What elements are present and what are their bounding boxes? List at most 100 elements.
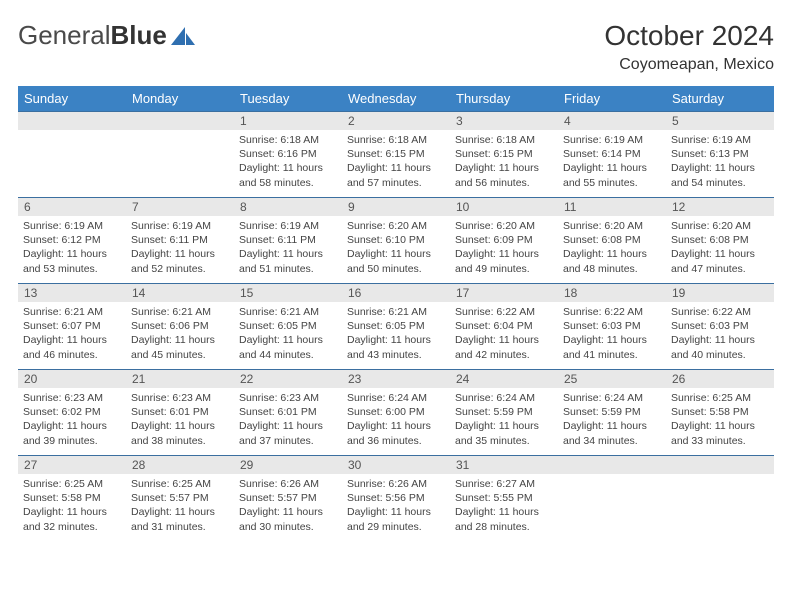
logo: GeneralBlue	[18, 20, 195, 51]
day-cell: 3Sunrise: 6:18 AMSunset: 6:15 PMDaylight…	[450, 112, 558, 198]
day-cell: 4Sunrise: 6:19 AMSunset: 6:14 PMDaylight…	[558, 112, 666, 198]
day-cell: 7Sunrise: 6:19 AMSunset: 6:11 PMDaylight…	[126, 198, 234, 284]
sunrise-line: Sunrise: 6:24 AM	[563, 391, 661, 405]
day-cell	[558, 456, 666, 542]
sunset-line: Sunset: 6:09 PM	[455, 233, 553, 247]
day-body: Sunrise: 6:21 AMSunset: 6:05 PMDaylight:…	[234, 302, 342, 366]
logo-word2: Blue	[111, 20, 167, 50]
day-body: Sunrise: 6:21 AMSunset: 6:05 PMDaylight:…	[342, 302, 450, 366]
sunset-line: Sunset: 5:56 PM	[347, 491, 445, 505]
sunrise-line: Sunrise: 6:23 AM	[239, 391, 337, 405]
day-cell: 26Sunrise: 6:25 AMSunset: 5:58 PMDayligh…	[666, 370, 774, 456]
daylight-line: Daylight: 11 hours and 39 minutes.	[23, 419, 121, 447]
day-cell: 16Sunrise: 6:21 AMSunset: 6:05 PMDayligh…	[342, 284, 450, 370]
sunrise-line: Sunrise: 6:22 AM	[563, 305, 661, 319]
logo-sail-icon	[171, 27, 195, 45]
daylight-line: Daylight: 11 hours and 45 minutes.	[131, 333, 229, 361]
location: Coyomeapan, Mexico	[604, 56, 774, 74]
weekday-header: Tuesday	[234, 86, 342, 112]
day-body: Sunrise: 6:20 AMSunset: 6:09 PMDaylight:…	[450, 216, 558, 280]
day-cell	[18, 112, 126, 198]
day-number: 17	[450, 284, 558, 302]
daylight-line: Daylight: 11 hours and 52 minutes.	[131, 247, 229, 275]
sunset-line: Sunset: 6:02 PM	[23, 405, 121, 419]
day-number: 7	[126, 198, 234, 216]
day-cell: 29Sunrise: 6:26 AMSunset: 5:57 PMDayligh…	[234, 456, 342, 542]
day-body: Sunrise: 6:19 AMSunset: 6:13 PMDaylight:…	[666, 130, 774, 194]
day-number: 27	[18, 456, 126, 474]
sunrise-line: Sunrise: 6:26 AM	[239, 477, 337, 491]
day-number: 11	[558, 198, 666, 216]
day-body: Sunrise: 6:23 AMSunset: 6:02 PMDaylight:…	[18, 388, 126, 452]
sunset-line: Sunset: 6:12 PM	[23, 233, 121, 247]
day-body: Sunrise: 6:19 AMSunset: 6:11 PMDaylight:…	[234, 216, 342, 280]
sunset-line: Sunset: 5:55 PM	[455, 491, 553, 505]
daylight-line: Daylight: 11 hours and 33 minutes.	[671, 419, 769, 447]
daylight-line: Daylight: 11 hours and 40 minutes.	[671, 333, 769, 361]
sunset-line: Sunset: 6:01 PM	[239, 405, 337, 419]
day-body: Sunrise: 6:18 AMSunset: 6:15 PMDaylight:…	[450, 130, 558, 194]
day-cell: 28Sunrise: 6:25 AMSunset: 5:57 PMDayligh…	[126, 456, 234, 542]
day-body: Sunrise: 6:20 AMSunset: 6:08 PMDaylight:…	[558, 216, 666, 280]
sunset-line: Sunset: 6:16 PM	[239, 147, 337, 161]
day-number: 6	[18, 198, 126, 216]
sunrise-line: Sunrise: 6:18 AM	[347, 133, 445, 147]
day-number: 28	[126, 456, 234, 474]
day-number: 18	[558, 284, 666, 302]
daylight-line: Daylight: 11 hours and 35 minutes.	[455, 419, 553, 447]
day-body: Sunrise: 6:18 AMSunset: 6:15 PMDaylight:…	[342, 130, 450, 194]
day-cell: 25Sunrise: 6:24 AMSunset: 5:59 PMDayligh…	[558, 370, 666, 456]
day-cell: 19Sunrise: 6:22 AMSunset: 6:03 PMDayligh…	[666, 284, 774, 370]
daylight-line: Daylight: 11 hours and 30 minutes.	[239, 505, 337, 533]
sunset-line: Sunset: 6:07 PM	[23, 319, 121, 333]
day-number	[666, 456, 774, 474]
day-body: Sunrise: 6:18 AMSunset: 6:16 PMDaylight:…	[234, 130, 342, 194]
daylight-line: Daylight: 11 hours and 58 minutes.	[239, 161, 337, 189]
day-number: 22	[234, 370, 342, 388]
sunset-line: Sunset: 5:58 PM	[23, 491, 121, 505]
sunrise-line: Sunrise: 6:23 AM	[23, 391, 121, 405]
sunrise-line: Sunrise: 6:24 AM	[455, 391, 553, 405]
day-cell: 13Sunrise: 6:21 AMSunset: 6:07 PMDayligh…	[18, 284, 126, 370]
day-number: 26	[666, 370, 774, 388]
sunrise-line: Sunrise: 6:19 AM	[23, 219, 121, 233]
day-number: 8	[234, 198, 342, 216]
daylight-line: Daylight: 11 hours and 55 minutes.	[563, 161, 661, 189]
day-number: 1	[234, 112, 342, 130]
weekday-header: Wednesday	[342, 86, 450, 112]
day-number	[558, 456, 666, 474]
daylight-line: Daylight: 11 hours and 53 minutes.	[23, 247, 121, 275]
day-cell	[666, 456, 774, 542]
sunset-line: Sunset: 5:58 PM	[671, 405, 769, 419]
sunset-line: Sunset: 5:57 PM	[131, 491, 229, 505]
day-number: 25	[558, 370, 666, 388]
weekday-header: Friday	[558, 86, 666, 112]
sunset-line: Sunset: 6:04 PM	[455, 319, 553, 333]
sunrise-line: Sunrise: 6:24 AM	[347, 391, 445, 405]
day-body: Sunrise: 6:22 AMSunset: 6:03 PMDaylight:…	[666, 302, 774, 366]
day-number: 20	[18, 370, 126, 388]
day-number: 13	[18, 284, 126, 302]
sunrise-line: Sunrise: 6:23 AM	[131, 391, 229, 405]
day-number: 3	[450, 112, 558, 130]
day-body: Sunrise: 6:20 AMSunset: 6:10 PMDaylight:…	[342, 216, 450, 280]
day-body: Sunrise: 6:25 AMSunset: 5:58 PMDaylight:…	[18, 474, 126, 538]
day-cell: 24Sunrise: 6:24 AMSunset: 5:59 PMDayligh…	[450, 370, 558, 456]
daylight-line: Daylight: 11 hours and 48 minutes.	[563, 247, 661, 275]
sunrise-line: Sunrise: 6:19 AM	[131, 219, 229, 233]
day-number: 24	[450, 370, 558, 388]
day-cell: 2Sunrise: 6:18 AMSunset: 6:15 PMDaylight…	[342, 112, 450, 198]
daylight-line: Daylight: 11 hours and 42 minutes.	[455, 333, 553, 361]
sunrise-line: Sunrise: 6:21 AM	[23, 305, 121, 319]
weekday-header: Thursday	[450, 86, 558, 112]
day-body: Sunrise: 6:20 AMSunset: 6:08 PMDaylight:…	[666, 216, 774, 280]
day-body: Sunrise: 6:22 AMSunset: 6:04 PMDaylight:…	[450, 302, 558, 366]
sunrise-line: Sunrise: 6:25 AM	[131, 477, 229, 491]
day-number: 12	[666, 198, 774, 216]
week-row: 13 Sunrise: 6:21 AMSunset: 6:07 PM Dayligh…	[18, 284, 774, 370]
sunrise-line: Sunrise: 6:20 AM	[563, 219, 661, 233]
day-cell: 21Sunrise: 6:23 AMSunset: 6:01 PMDayligh…	[126, 370, 234, 456]
daylight-line: Daylight: 11 hours and 37 minutes.	[239, 419, 337, 447]
day-body: Sunrise: 6:26 AMSunset: 5:57 PMDaylight:…	[234, 474, 342, 538]
day-cell: 10Sunrise: 6:20 AMSunset: 6:09 PMDayligh…	[450, 198, 558, 284]
